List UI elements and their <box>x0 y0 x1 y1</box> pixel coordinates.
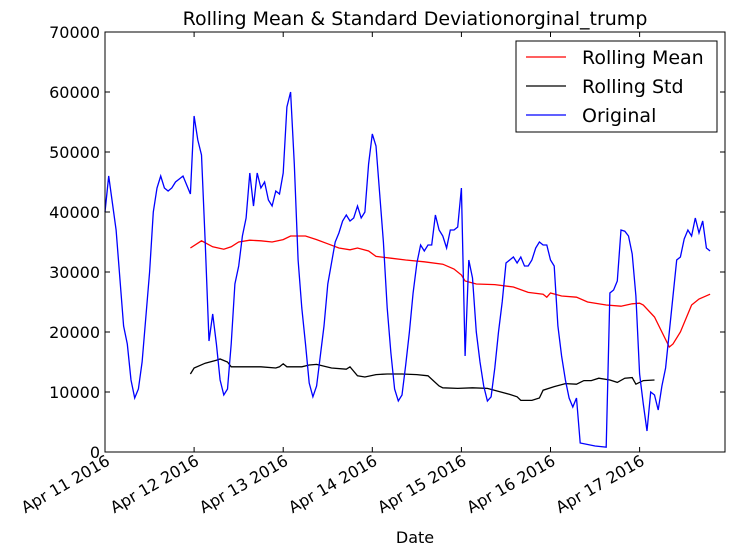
y-tick-label: 30000 <box>49 263 100 282</box>
legend-label: Rolling Mean <box>582 47 704 69</box>
x-tick-label: Apr 14 2016 <box>285 451 380 517</box>
y-tick-label: 10000 <box>49 383 100 402</box>
y-tick-label: 50000 <box>49 143 100 162</box>
x-tick-label: Apr 13 2016 <box>196 451 291 517</box>
series-layer <box>104 91 711 448</box>
y-tick-label: 0 <box>90 443 100 462</box>
y-axis: 0 10000 20000 30000 40000 50000 60000 70000 <box>49 23 725 462</box>
y-tick-label: 70000 <box>49 23 100 42</box>
x-axis-label: Date <box>396 528 434 547</box>
x-tick-label: Apr 12 2016 <box>107 451 202 517</box>
legend-label: Rolling Std <box>582 76 684 98</box>
series-line-rolling-mean <box>190 235 711 349</box>
x-tick-label: Apr 11 2016 <box>18 451 113 517</box>
y-tick-label: 60000 <box>49 83 100 102</box>
series-line-rolling-std <box>189 358 655 402</box>
x-tick-label: Apr 16 2016 <box>463 451 558 517</box>
x-tick-label: Apr 17 2016 <box>552 451 647 517</box>
legend-label: Original <box>582 105 656 127</box>
legend-entries: Rolling Mean Rolling Std Original <box>526 47 704 127</box>
series-line-original <box>104 91 711 448</box>
chart-title: Rolling Mean & Standard Deviationorginal… <box>183 8 648 30</box>
y-tick-label: 20000 <box>49 323 100 342</box>
plot-frame <box>104 31 726 453</box>
x-tick-label: Apr 15 2016 <box>374 451 469 517</box>
y-tick-label: 40000 <box>49 203 100 222</box>
legend: Rolling Mean Rolling Std Original <box>515 40 718 133</box>
